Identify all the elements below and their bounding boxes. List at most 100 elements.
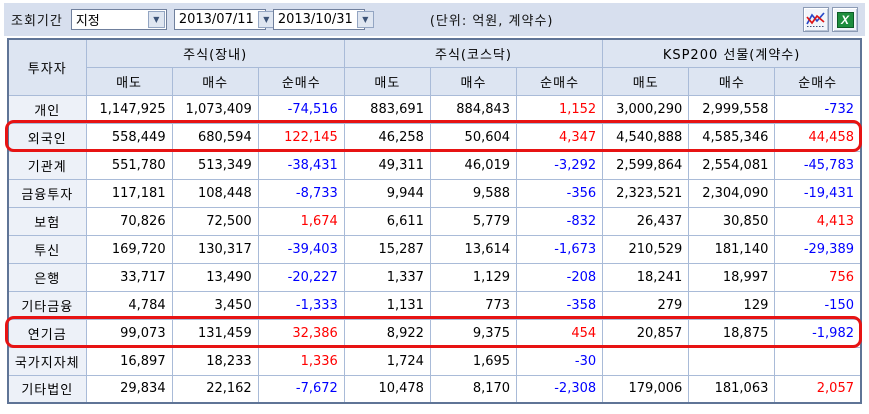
investor-label: 은행: [7, 262, 87, 292]
value-cell: 32,386: [257, 318, 345, 348]
value-cell: 4,540,888: [602, 122, 690, 152]
value-cell: 16,897: [85, 346, 173, 376]
table-row[interactable]: 기타법인 29,834 22,162 -7,672 10,478 8,170 -2,308 1…: [7, 374, 862, 404]
value-cell: -356: [516, 178, 604, 208]
value-cell: -208: [516, 262, 604, 292]
value-cell: 44,458: [774, 122, 862, 152]
value-cell: [774, 346, 862, 376]
table-row[interactable]: 투신 169,720 130,317 -39,403 15,287 13,614 -1,67…: [7, 234, 862, 264]
value-cell: 117,181: [85, 178, 173, 208]
value-cell: -1,333: [257, 290, 345, 320]
value-cell: 10,478: [343, 374, 431, 404]
value-cell: 883,691: [343, 94, 431, 124]
group-header-kosdaq: 주식(코스닥): [343, 38, 604, 68]
date-from-dropdown[interactable]: 2013/07/11 ▼: [173, 9, 275, 30]
value-cell: 680,594: [171, 122, 259, 152]
value-cell: 8,922: [343, 318, 431, 348]
value-cell: 18,233: [171, 346, 259, 376]
investor-label: 기관계: [7, 150, 87, 180]
subheader-buy: 매수: [171, 66, 259, 96]
value-cell: -30: [516, 346, 604, 376]
investor-label: 금융투자: [7, 178, 87, 208]
value-cell: 3,000,290: [602, 94, 690, 124]
investor-label: 국가지자체: [7, 346, 87, 376]
value-cell: -358: [516, 290, 604, 320]
value-cell: 169,720: [85, 234, 173, 264]
chevron-down-icon[interactable]: ▼: [356, 11, 374, 28]
value-cell: -732: [774, 94, 862, 124]
value-cell: 50,604: [429, 122, 518, 152]
value-cell: 2,999,558: [688, 94, 776, 124]
value-cell: 179,006: [602, 374, 690, 404]
value-cell: 2,599,864: [602, 150, 690, 180]
value-cell: 513,349: [171, 150, 259, 180]
value-cell: 4,585,346: [688, 122, 776, 152]
value-cell: 9,375: [429, 318, 518, 348]
table-row[interactable]: 금융투자 117,181 108,448 -8,733 9,944 9,588 -356 2,…: [7, 178, 862, 208]
value-cell: 1,073,409: [171, 94, 259, 124]
value-cell: 1,724: [343, 346, 431, 376]
table-row[interactable]: 개인 1,147,925 1,073,409 -74,516 883,691 884,84…: [7, 94, 862, 124]
value-cell: -74,516: [257, 94, 345, 124]
table-body: 개인 1,147,925 1,073,409 -74,516 883,691 884,84…: [7, 94, 862, 404]
value-cell: 122,145: [257, 122, 345, 152]
period-type-dropdown[interactable]: 지정 ▼: [70, 9, 167, 30]
investor-label: 기타법인: [7, 374, 87, 404]
value-cell: 1,131: [343, 290, 431, 320]
table-row[interactable]: 보험 70,826 72,500 1,674 6,611 5,779 -832 26,437 3…: [7, 206, 862, 236]
investor-label: 기타금융: [7, 290, 87, 320]
table-row[interactable]: 기타금융 4,784 3,450 -1,333 1,131 773 -358 279 129 -1…: [7, 290, 862, 320]
value-cell: 551,780: [85, 150, 173, 180]
value-cell: [602, 346, 690, 376]
value-cell: 99,073: [85, 318, 173, 348]
investor-label: 외국인: [7, 122, 87, 152]
chart-view-button[interactable]: [803, 7, 829, 32]
value-cell: 210,529: [602, 234, 690, 264]
value-cell: 49,311: [343, 150, 431, 180]
date-to-dropdown[interactable]: 2013/10/31 ▼: [272, 9, 374, 30]
excel-icon: X: [836, 11, 854, 28]
value-cell: 72,500: [171, 206, 259, 236]
table-row[interactable]: 은행 33,717 13,490 -20,227 1,337 1,129 -208 18,24…: [7, 262, 862, 292]
value-cell: 279: [602, 290, 690, 320]
chevron-down-icon[interactable]: ▼: [147, 11, 165, 28]
value-cell: -39,403: [257, 234, 345, 264]
table-row[interactable]: 국가지자체 16,897 18,233 1,336 1,724 1,695 -30: [7, 346, 862, 376]
value-cell: -150: [774, 290, 862, 320]
subheader-netbuy: 순매수: [774, 66, 862, 96]
value-cell: 26,437: [602, 206, 690, 236]
value-cell: 1,336: [257, 346, 345, 376]
table-row[interactable]: 기관계 551,780 513,349 -38,431 49,311 46,019 -3,2…: [7, 150, 862, 180]
value-cell: 558,449: [85, 122, 173, 152]
value-cell: 756: [774, 262, 862, 292]
value-cell: -3,292: [516, 150, 604, 180]
period-type-value: 지정: [75, 14, 100, 29]
table-row[interactable]: 연기금 99,073 131,459 32,386 8,922 9,375 454 20,85…: [7, 318, 862, 348]
value-cell: -19,431: [774, 178, 862, 208]
value-cell: 20,857: [602, 318, 690, 348]
value-cell: 46,258: [343, 122, 431, 152]
investor-label: 투신: [7, 234, 87, 264]
value-cell: 1,337: [343, 262, 431, 292]
value-cell: 4,784: [85, 290, 173, 320]
subheader-buy: 매수: [429, 66, 518, 96]
subheader-sell: 매도: [343, 66, 431, 96]
subheader-buy: 매수: [688, 66, 776, 96]
date-from-value: 2013/07/11: [178, 12, 254, 27]
value-cell: 4,347: [516, 122, 604, 152]
value-cell: 2,323,521: [602, 178, 690, 208]
period-label: 조회기간: [11, 14, 63, 29]
subheader-netbuy: 순매수: [257, 66, 345, 96]
value-cell: 2,554,081: [688, 150, 776, 180]
subheader-netbuy: 순매수: [516, 66, 604, 96]
value-cell: -2,308: [516, 374, 604, 404]
subheader-sell: 매도: [602, 66, 690, 96]
table-row[interactable]: 외국인 558,449 680,594 122,145 46,258 50,604 4,34…: [7, 122, 862, 152]
value-cell: 18,241: [602, 262, 690, 292]
value-cell: 131,459: [171, 318, 259, 348]
value-cell: 130,317: [171, 234, 259, 264]
excel-export-button[interactable]: X: [832, 7, 858, 32]
value-cell: 2,304,090: [688, 178, 776, 208]
group-header-ksp200-futures: KSP200 선물(계약수): [602, 38, 862, 68]
value-cell: 18,875: [688, 318, 776, 348]
